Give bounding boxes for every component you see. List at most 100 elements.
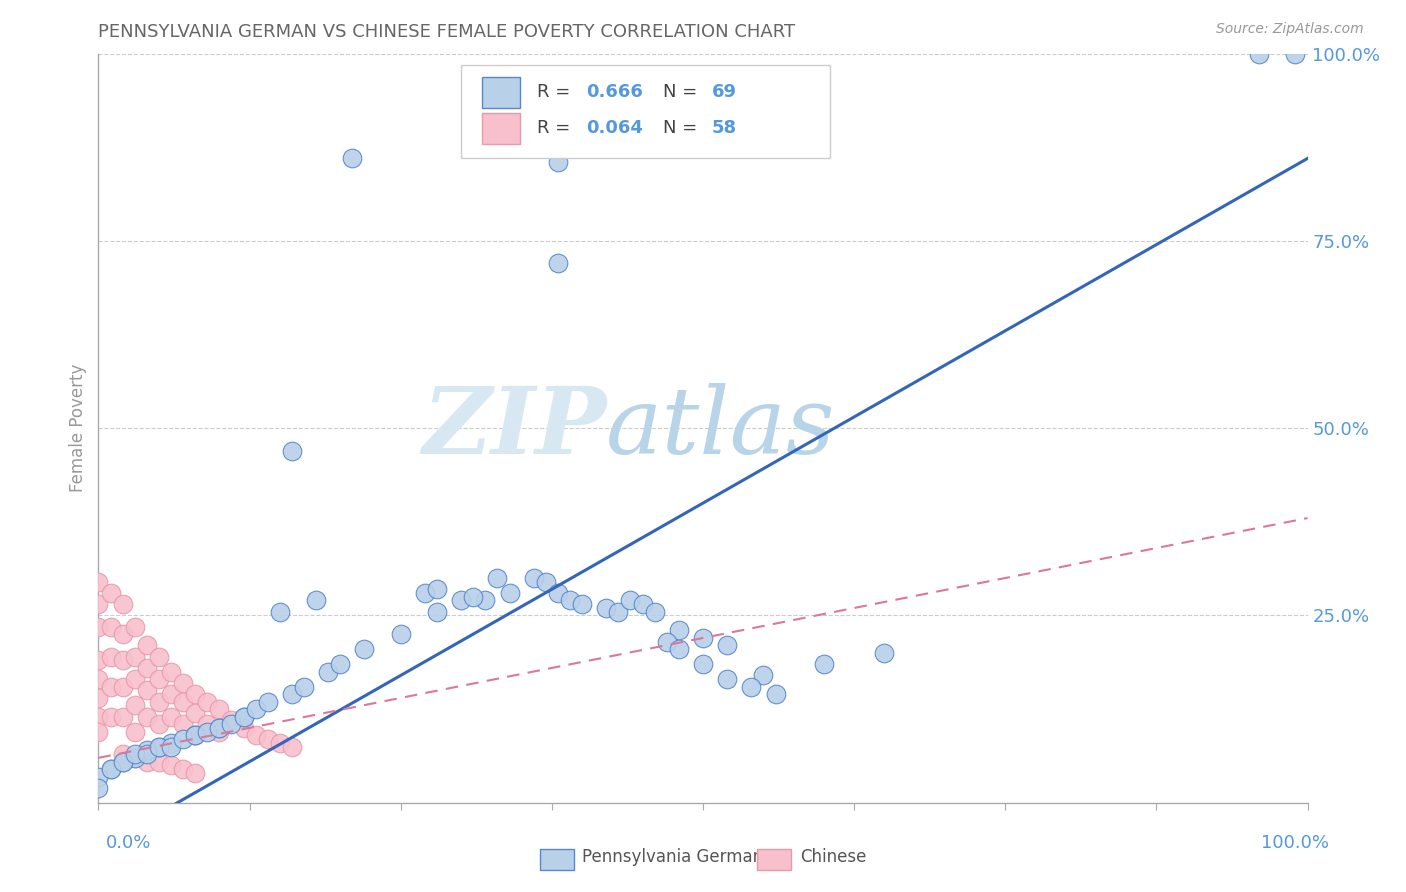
Point (184, 687, 207, 701)
Point (655, 634, 678, 648)
Text: Chinese: Chinese (800, 848, 866, 866)
Point (100, 649, 122, 664)
Point (716, 639, 738, 653)
Point (558, 593, 581, 607)
Point (208, 721, 231, 735)
Point (135, 683, 157, 698)
Point (281, 687, 304, 701)
Point (281, 443, 304, 458)
FancyBboxPatch shape (482, 77, 520, 108)
Text: 0.666: 0.666 (586, 84, 643, 102)
Point (184, 728, 207, 742)
Point (111, 747, 134, 761)
Point (523, 571, 546, 585)
Point (389, 627, 412, 641)
Point (87, 690, 110, 705)
Point (208, 702, 231, 716)
Point (124, 672, 146, 686)
Point (160, 709, 183, 723)
Point (740, 680, 762, 694)
Point (292, 680, 315, 694)
Point (450, 593, 472, 607)
Point (148, 717, 170, 731)
Point (184, 728, 207, 742)
Point (160, 739, 183, 754)
Point (208, 721, 231, 735)
Text: 69: 69 (711, 84, 737, 102)
Point (87, 724, 110, 739)
Point (87, 653, 110, 667)
Point (195, 724, 218, 739)
Point (813, 657, 835, 672)
Point (426, 605, 449, 619)
Point (232, 709, 254, 723)
Point (221, 714, 243, 728)
Text: R =: R = (537, 84, 576, 102)
Text: ZIP: ZIP (422, 384, 606, 473)
Text: N =: N = (664, 84, 703, 102)
Point (111, 597, 134, 611)
Point (316, 665, 339, 679)
Point (305, 593, 328, 607)
Point (87, 620, 110, 634)
Point (765, 687, 787, 701)
Point (534, 574, 557, 589)
Point (100, 680, 122, 694)
Point (160, 736, 183, 750)
Point (195, 717, 218, 731)
Point (100, 709, 122, 723)
Point (595, 601, 617, 615)
Text: Pennsylvania Germans: Pennsylvania Germans (582, 848, 772, 866)
Point (873, 646, 896, 660)
Point (148, 755, 170, 769)
Point (172, 732, 194, 747)
FancyBboxPatch shape (758, 849, 792, 871)
Point (463, 590, 485, 604)
Point (692, 631, 714, 645)
Point (221, 717, 243, 731)
Point (111, 709, 134, 723)
Point (135, 747, 157, 761)
Point (148, 739, 170, 754)
Point (1249, 46, 1271, 61)
Point (111, 627, 134, 641)
Point (571, 597, 593, 611)
Point (498, 586, 520, 600)
Point (124, 698, 146, 713)
FancyBboxPatch shape (540, 849, 574, 871)
Point (148, 672, 170, 686)
Point (342, 152, 364, 166)
Point (124, 747, 146, 761)
Point (172, 762, 194, 776)
Point (135, 639, 157, 653)
Point (135, 661, 157, 675)
Point (547, 155, 569, 169)
Point (87, 574, 110, 589)
Point (100, 762, 122, 776)
Point (87, 597, 110, 611)
Point (184, 706, 207, 720)
Point (245, 728, 267, 742)
Point (547, 586, 569, 600)
FancyBboxPatch shape (461, 65, 830, 159)
Point (148, 695, 170, 709)
Point (124, 751, 146, 765)
Point (160, 687, 183, 701)
Point (256, 695, 278, 709)
Text: 100.0%: 100.0% (1261, 834, 1329, 852)
Point (111, 755, 134, 769)
Point (100, 762, 122, 776)
Point (172, 695, 194, 709)
Point (135, 709, 157, 723)
Point (232, 721, 254, 735)
Point (111, 755, 134, 769)
Point (208, 724, 231, 739)
Point (256, 732, 278, 747)
Point (716, 672, 738, 686)
Y-axis label: Female Poverty: Female Poverty (69, 364, 87, 492)
Point (752, 668, 775, 682)
Text: R =: R = (537, 120, 576, 137)
Point (232, 709, 254, 723)
Point (644, 605, 666, 619)
Point (269, 736, 291, 750)
